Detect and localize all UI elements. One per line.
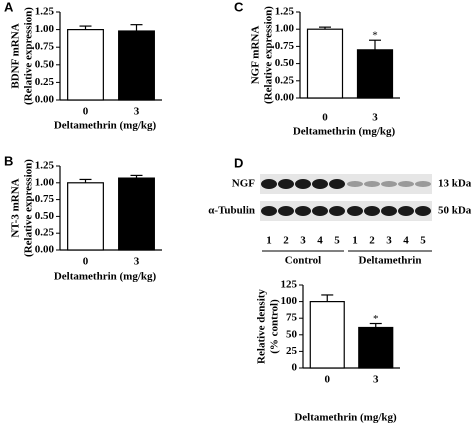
y-axis-label: NGF mRNA [250,26,262,85]
y-tick-label: 0.00 [275,92,295,104]
bar [356,49,394,99]
x-axis-label: Deltamethrin (mg/kg) [293,126,396,138]
blot-band [278,206,294,216]
y-tick-label: 0.25 [35,76,55,88]
panel-letter: A [4,0,14,14]
blot-band [312,179,328,189]
blot-band [381,206,397,216]
y-tick-label: 1.00 [35,176,55,188]
lane-number: 3 [300,235,306,247]
y-axis-label: BDNF mRNA [10,23,22,88]
y-tick-label: 125 [281,279,298,291]
y-tick-label: 1.00 [35,23,55,35]
blot-band [364,206,380,216]
bar [67,182,104,251]
x-tick-label: 3 [134,256,140,268]
y-axis-label: Relative density [256,289,268,364]
y-axis-label: (Relative expression) [263,6,275,104]
lane-number: 3 [386,235,392,247]
y-axis-label: NT-3 mRNA [10,178,22,237]
y-tick-label: 0.00 [35,244,55,256]
bar [306,28,344,99]
y-tick-label: 25 [286,345,298,357]
y-tick-label: 0.25 [35,227,55,239]
y-tick-label: 0.50 [35,58,55,70]
panel-letter: B [4,153,13,168]
group-label: Control [285,255,321,267]
lane-number: 2 [369,235,375,247]
lane-number: 1 [266,235,272,247]
blot-band [312,206,328,216]
lane-number: 4 [317,235,323,247]
y-tick-label: 100 [281,295,298,307]
x-tick-label: 0 [322,112,328,124]
x-tick-label: 3 [134,106,140,118]
x-tick-label: 0 [83,256,89,268]
y-tick-label: 1.25 [35,160,55,172]
y-tick-label: 75 [286,312,298,324]
y-tick-label: 0.25 [275,74,295,86]
y-axis-label: (% control) [269,299,281,354]
y-tick-label: 1.00 [275,23,295,35]
y-tick-label: 0 [292,362,298,374]
significance-mark: * [372,30,378,42]
blot-band [398,181,414,187]
blot-row-label: α-Tubulin [208,205,255,217]
y-tick-label: 0.50 [35,210,55,222]
group-label: Deltamethrin [359,255,422,267]
x-axis-label: Deltamethrin (mg/kg) [54,120,157,132]
blot-band [329,206,345,216]
bar [118,177,155,251]
blot-band [261,179,277,189]
blot-band [295,179,311,189]
blot-band [295,206,311,216]
y-axis-label: (Relative expression) [23,7,35,105]
significance-mark: * [373,313,379,325]
bar [118,30,155,101]
blot-band [415,206,431,216]
blot-band [329,179,345,189]
lane-number: 5 [334,235,340,247]
blot-band [347,181,363,187]
blot-band [347,206,363,216]
x-tick-label: 3 [372,112,378,124]
blot-row-label: NGF [232,178,256,190]
x-axis-label: Deltamethrin (mg/kg) [294,412,397,424]
panel-letter: D [234,155,243,170]
y-axis-label: (Relative expression) [23,159,35,257]
y-tick-label: 0.00 [35,94,55,106]
blot-size-label: 50 kDa [438,205,472,217]
lane-number: 4 [403,235,409,247]
lane-number: 5 [420,235,426,247]
panel-letter: C [234,0,244,14]
y-tick-label: 0.75 [35,41,55,53]
y-tick-label: 0.50 [275,57,295,69]
blot-band [398,206,414,216]
y-tick-label: 0.75 [35,193,55,205]
blot-band [261,206,277,216]
y-tick-label: 1.25 [275,6,295,18]
y-tick-label: 50 [286,328,298,340]
blot-band [278,179,294,189]
lane-number: 2 [283,235,289,247]
lane-number: 1 [352,235,358,247]
x-axis-label: Deltamethrin (mg/kg) [54,271,157,283]
y-tick-label: 1.25 [35,6,55,18]
y-tick-label: 0.75 [275,40,295,52]
blot-band [415,181,431,187]
bar [358,326,394,369]
blot-band [381,181,397,187]
x-tick-label: 0 [325,374,331,386]
bar [309,301,345,369]
x-tick-label: 3 [373,374,379,386]
blot-band [364,181,380,187]
x-tick-label: 0 [83,106,89,118]
blot-size-label: 13 kDa [438,178,472,190]
bar [67,29,104,101]
